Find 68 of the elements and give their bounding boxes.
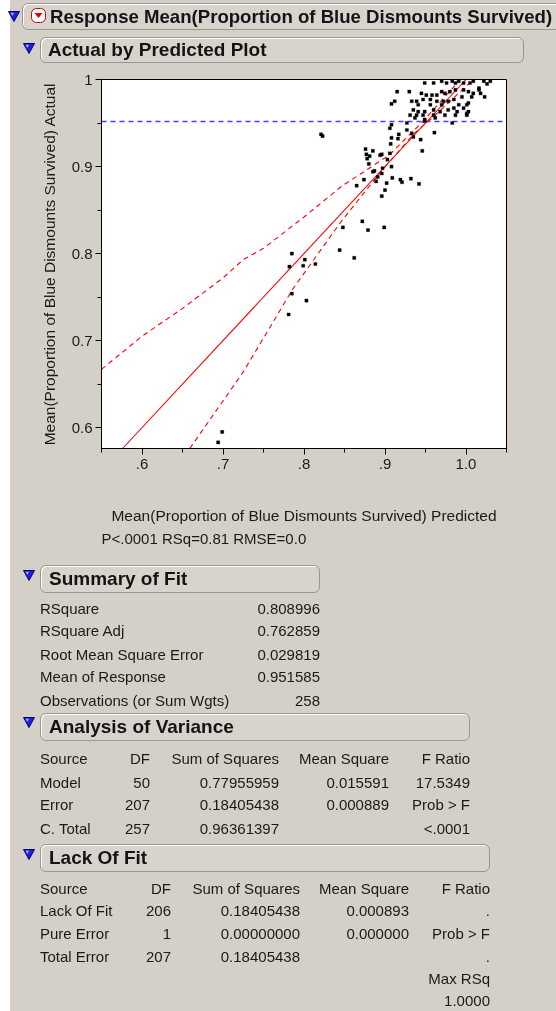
text: <.0001 — [423, 820, 470, 837]
text: . — [485, 948, 490, 965]
category-label: F Ratio — [441, 880, 490, 898]
category-label: Sum of Squares — [192, 880, 300, 898]
text: 1 — [162, 925, 171, 942]
y-tick-label: 0.7 — [71, 331, 93, 349]
category-label: Source — [40, 880, 88, 898]
text: 1.0000 — [444, 992, 490, 1009]
text: 50 — [133, 774, 150, 791]
text: 0.96361397 — [199, 820, 279, 837]
text: Root Mean Square Error — [40, 646, 204, 663]
text: 0.762859 — [257, 622, 320, 639]
text: Model — [40, 774, 81, 791]
text: 0.000889 — [326, 796, 389, 813]
text: Max RSq — [428, 970, 490, 987]
category-label: Source — [40, 750, 88, 768]
text: Observations (or Sum Wgts) — [40, 692, 230, 709]
text: 0.808996 — [257, 600, 320, 617]
text: Lack Of Fit — [40, 902, 113, 919]
text: 0.18405438 — [220, 902, 300, 919]
x-tick-label: 1.0 — [455, 454, 477, 472]
x-tick-label: .9 — [378, 454, 392, 472]
text: 257 — [124, 820, 150, 837]
text: Total Error — [40, 948, 110, 965]
chart-title: Response Mean(Proportion of Blue Dismounts Survived) — [50, 5, 553, 29]
y-tick-label: 0.6 — [71, 418, 93, 436]
text: 0.029819 — [257, 646, 320, 663]
y-tick-label: 0.8 — [71, 244, 93, 262]
text: 0.18405438 — [220, 948, 300, 965]
x-tick-label: .7 — [216, 454, 230, 472]
y-tick-label: 1 — [84, 70, 93, 88]
text: Analysis of Variance — [49, 715, 234, 739]
text: Lack Of Fit — [49, 846, 148, 870]
text: RSquare — [40, 600, 100, 617]
text: C. Total — [40, 820, 91, 837]
text: 0.015591 — [326, 774, 389, 791]
text: 258 — [294, 692, 320, 709]
text: 0.77955959 — [199, 774, 279, 791]
category-label: F Ratio — [421, 750, 470, 768]
chart-subtitle: Actual by Predicted Plot — [48, 38, 267, 62]
category-label: Mean Square — [298, 750, 389, 768]
category-label: DF — [151, 880, 171, 898]
text: 0.18405438 — [199, 796, 279, 813]
y-tick-label: 0.9 — [71, 157, 93, 175]
text: 0.00000000 — [220, 925, 300, 942]
text: P<.0001 RSq=0.81 RMSE=0.0 — [101, 530, 307, 547]
text: Prob > F — [432, 925, 490, 942]
text: RSquare Adj — [40, 622, 125, 639]
x-tick-label: .8 — [297, 454, 311, 472]
text: . — [485, 902, 490, 919]
text: 0.000893 — [346, 902, 409, 919]
x-axis-title: Mean(Proportion of Blue Dismounts Survived) Predicted — [111, 506, 497, 524]
text: Pure Error — [40, 925, 110, 942]
text: 0.000000 — [346, 925, 409, 942]
y-axis-title: Mean(Proportion of Blue Dismounts Survived) Actual — [40, 83, 58, 446]
category-label: Mean Square — [318, 880, 409, 898]
text: Error — [40, 796, 74, 813]
text: 207 — [145, 948, 171, 965]
text: 206 — [145, 902, 171, 919]
category-label: DF — [130, 750, 150, 768]
text: 0.951585 — [257, 668, 320, 685]
text: 207 — [124, 796, 150, 813]
text: Prob > F — [412, 796, 470, 813]
text: Summary of Fit — [49, 567, 188, 591]
text: Mean of Response — [40, 668, 166, 685]
category-label: Sum of Squares — [171, 750, 279, 768]
text: 17.5349 — [415, 774, 470, 791]
x-tick-label: .6 — [135, 454, 149, 472]
